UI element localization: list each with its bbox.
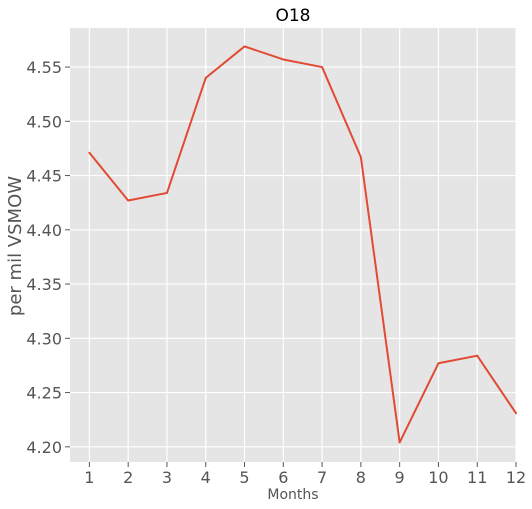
x-tick-label: 2 — [123, 468, 133, 487]
x-tick-label: 3 — [162, 468, 172, 487]
y-tick-label: 4.40 — [26, 221, 62, 240]
x-tick-label: 1 — [84, 468, 94, 487]
y-axis-label: per mil VSMOW — [5, 176, 26, 316]
y-tick-label: 4.35 — [26, 275, 62, 294]
data-point — [360, 156, 362, 158]
y-tick-label: 4.20 — [26, 438, 62, 457]
y-tick-label: 4.50 — [26, 112, 62, 131]
data-point — [243, 45, 246, 48]
x-tick-label: 11 — [467, 468, 487, 487]
x-gridlines — [88, 28, 517, 462]
data-point — [127, 199, 129, 202]
x-tick-label: 6 — [278, 468, 288, 487]
plot-area — [70, 28, 516, 462]
x-axis-ticks: 1 2 3 4 5 6 7 8 9 10 11 12 — [84, 462, 526, 487]
chart-title: O18 — [275, 6, 310, 26]
data-point — [437, 362, 440, 365]
data-point — [476, 354, 479, 357]
data-point — [515, 412, 517, 414]
x-tick-label: 9 — [395, 468, 405, 487]
y-tick-label: 4.30 — [26, 329, 62, 348]
x-tick-label: 8 — [356, 468, 366, 487]
data-point — [398, 441, 401, 444]
x-tick-label: 10 — [428, 468, 448, 487]
series-group — [88, 45, 517, 444]
y-tick-label: 4.45 — [26, 167, 62, 186]
data-point — [282, 58, 285, 61]
x-axis-label: Months — [267, 487, 318, 503]
series-line — [88, 45, 517, 444]
x-tick-label: 5 — [239, 468, 249, 487]
data-point — [204, 77, 207, 79]
y-tick-label: 4.25 — [26, 384, 62, 403]
data-point — [321, 66, 323, 68]
data-point — [166, 192, 168, 194]
y-gridlines — [70, 66, 516, 448]
y-axis-ticks: 4.20 4.25 4.30 4.35 4.40 4.45 4.50 4.55 — [26, 58, 70, 457]
x-tick-label: 12 — [506, 468, 526, 487]
data-point — [88, 151, 91, 154]
x-tick-label: 4 — [201, 468, 211, 487]
x-tick-label: 7 — [317, 468, 327, 487]
y-tick-label: 4.55 — [26, 58, 62, 77]
